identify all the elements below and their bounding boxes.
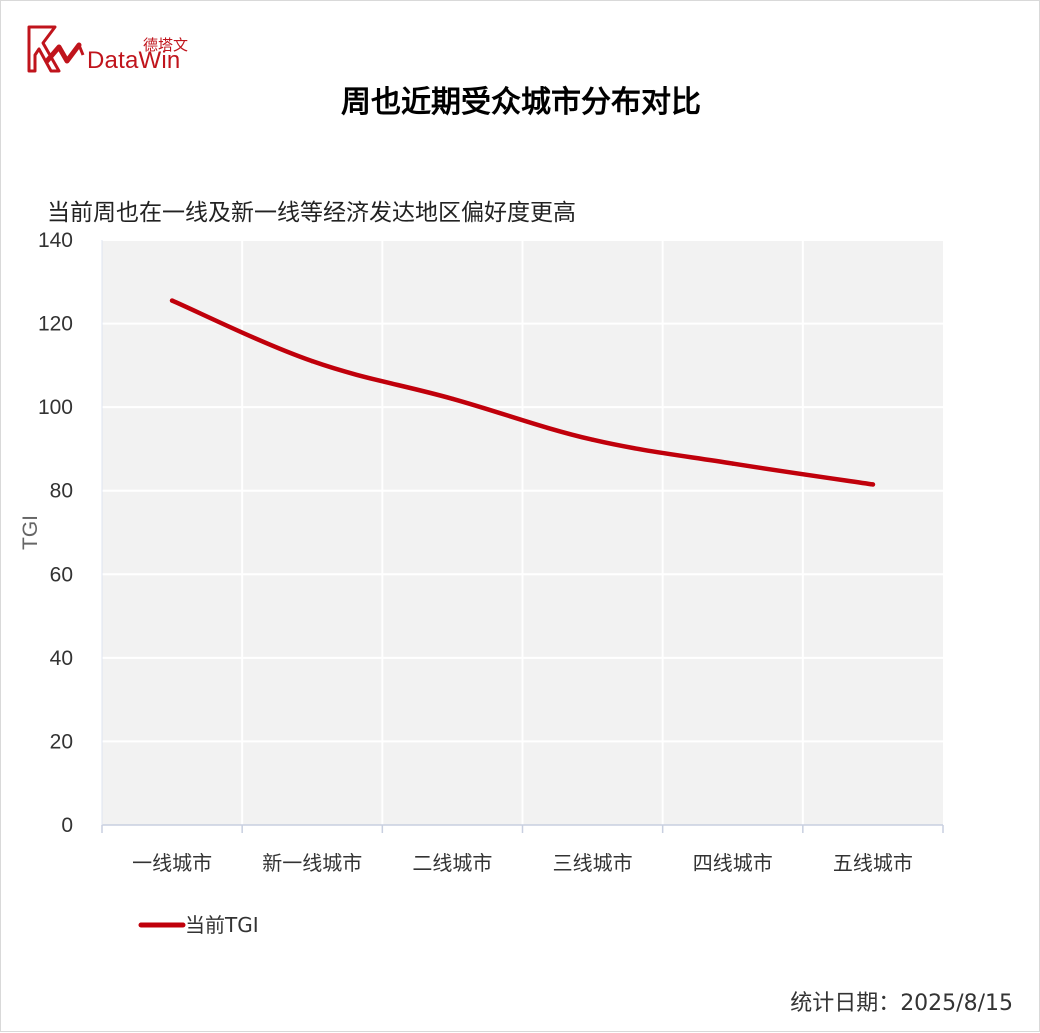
x-axis-tick-labels: 一线城市 新一线城市 二线城市 三线城市 四线城市 五线城市	[132, 851, 913, 875]
datawin-logo	[25, 21, 195, 77]
legend-label: 当前TGI	[185, 913, 259, 937]
brand-name-en: DataWin	[87, 47, 181, 74]
y-tick-label: 0	[61, 814, 73, 837]
vertical-gridlines	[241, 240, 804, 825]
x-tick-label: 一线城市	[132, 851, 212, 875]
y-tick-label: 60	[50, 563, 73, 586]
y-tick-label: 140	[38, 229, 73, 252]
x-axis-ticks	[101, 825, 944, 833]
data-point[interactable]	[590, 437, 595, 442]
y-tick-label: 40	[50, 647, 73, 670]
y-tick-label: 20	[50, 730, 73, 753]
y-tick-label: 80	[50, 480, 73, 503]
data-point[interactable]	[450, 396, 455, 401]
data-point[interactable]	[310, 358, 315, 364]
stat-date: 统计日期：2025/8/15	[790, 991, 1013, 1016]
chart-title: 周也近期受众城市分布对比	[341, 85, 701, 120]
y-tick-label: 100	[38, 396, 73, 419]
datawin-logo-mark-icon	[27, 25, 85, 73]
x-tick-label: 三线城市	[553, 851, 633, 875]
series-line-tgi	[169, 298, 876, 487]
y-tick-label: 120	[38, 313, 73, 336]
data-point[interactable]	[169, 298, 175, 303]
x-tick-label: 新一线城市	[262, 851, 362, 875]
brand-name-cn: 德塔文	[143, 36, 189, 54]
legend[interactable]: 当前TGI	[138, 913, 259, 937]
chart-subtitle: 当前周也在一线及新一线等经济发达地区偏好度更高	[47, 200, 576, 226]
x-tick-label: 四线城市	[693, 851, 773, 875]
data-point[interactable]	[730, 461, 735, 466]
x-tick-label: 二线城市	[412, 851, 492, 875]
y-axis-title: TGI	[19, 515, 42, 550]
y-axis-tick-labels: 0 20 40 60 80 100 120 140	[38, 229, 73, 837]
data-point[interactable]	[870, 482, 876, 487]
x-tick-label: 五线城市	[833, 851, 913, 875]
series-group	[169, 298, 876, 487]
